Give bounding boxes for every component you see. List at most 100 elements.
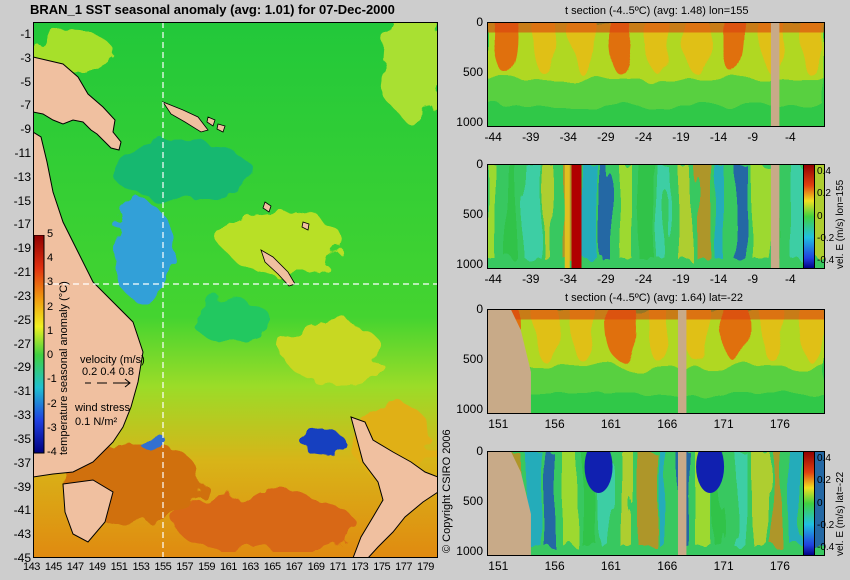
colorbar-label: temperature seasonal anomaly (°C) xyxy=(58,281,70,455)
australia-landmass xyxy=(33,56,122,151)
section-y-tick-label: 1000 xyxy=(456,402,483,416)
map-title: BRAN_1 SST seasonal anomaly (avg: 1.01) … xyxy=(30,2,395,17)
velocity-scale: 0.2 0.4 0.8 xyxy=(82,366,134,378)
map-y-tick-label: -29 xyxy=(13,360,31,375)
section-colorbar-tick-label: 0.4 xyxy=(817,166,831,177)
section-x-tick-label: -19 xyxy=(672,272,690,286)
colorbar-tick-label: -2 xyxy=(47,397,57,410)
map-y-tick-label: -39 xyxy=(13,479,31,494)
map-y-tick-label: -5 xyxy=(20,74,31,89)
section-x-tick-label: -4 xyxy=(784,272,796,286)
section-colorbar-tick-label: 0 xyxy=(817,497,823,509)
section-x-tick-label: 161 xyxy=(600,417,621,431)
colorbar-tick-label: 0 xyxy=(47,349,54,362)
section-x-tick-label: -4 xyxy=(784,130,796,144)
map-x-tick-label: 153 xyxy=(132,561,150,573)
section-y-tick-label: 1000 xyxy=(456,115,483,129)
map-x-tick-label: 171 xyxy=(329,561,347,573)
section-x-tick-label: 161 xyxy=(600,559,621,573)
map-x-tick-label: 145 xyxy=(44,561,62,573)
section-x-tick-label: -9 xyxy=(747,272,759,286)
section-y-tick-label: 0 xyxy=(476,302,483,316)
map-y-tick-label: -9 xyxy=(20,122,31,137)
map-y-tick-label: -19 xyxy=(13,241,31,256)
section-x-tick-label: 171 xyxy=(713,417,734,431)
section-colorbar-tick-label: -0.4 xyxy=(817,255,835,266)
map-y-tick-label: -41 xyxy=(13,503,31,518)
section-x-tick-label: 151 xyxy=(488,417,509,431)
map-y-tick-label: -3 xyxy=(20,50,31,65)
map-plot xyxy=(33,22,438,558)
map-y-tick-label: -33 xyxy=(13,408,31,423)
map-y-tick-label: -13 xyxy=(13,169,31,184)
section-y-tick-label: 500 xyxy=(462,207,483,221)
map-x-tick-label: 165 xyxy=(263,561,281,573)
pacific-islands xyxy=(161,101,209,133)
section-colorbar xyxy=(803,164,815,269)
section-x-tick-label: -29 xyxy=(597,130,615,144)
section-x-tick-label: 166 xyxy=(657,417,678,431)
map-x-tick-label: 149 xyxy=(88,561,106,573)
section-y-tick-label: 500 xyxy=(462,494,483,508)
map-y-tick-label: -43 xyxy=(13,527,31,542)
section-colorbar-tick-label: -0.2 xyxy=(817,519,835,531)
section-x-tick-label: 166 xyxy=(657,559,678,573)
section-x-tick-label: -44 xyxy=(484,272,502,286)
section-colorbar-tick-label: 0 xyxy=(817,210,823,222)
map-x-tick-label: 167 xyxy=(285,561,303,573)
map-y-tick-label: -21 xyxy=(13,265,31,280)
wind-stress-label: wind stress xyxy=(75,402,131,414)
warm-eddy xyxy=(283,322,383,382)
tasmania xyxy=(62,479,114,543)
section-x-tick-label: -34 xyxy=(559,272,577,286)
section-plot xyxy=(487,451,825,556)
map-x-tick-label: 155 xyxy=(154,561,172,573)
map-y-tick-label: -25 xyxy=(13,312,31,327)
section-x-tick-label: -14 xyxy=(709,272,728,286)
section-y-tick-label: 500 xyxy=(462,352,483,366)
section-x-tick-label: 156 xyxy=(544,559,565,573)
section-y-tick-label: 1000 xyxy=(456,257,483,271)
section-x-tick-label: 176 xyxy=(769,417,790,431)
map-x-tick-label: 159 xyxy=(198,561,215,573)
colorbar-tick-label: 4 xyxy=(47,252,54,265)
australia-landmass xyxy=(33,131,144,478)
section-x-tick-label: 151 xyxy=(488,559,509,573)
section-x-tick-label: -44 xyxy=(484,130,502,144)
section-x-tick-label: -39 xyxy=(522,272,540,286)
map-x-tick-label: 177 xyxy=(395,561,413,573)
map-y-tick-label: -1 xyxy=(20,26,31,41)
section-x-tick-label: -39 xyxy=(522,130,540,144)
colorbar-tick-label: 2 xyxy=(47,300,54,313)
pacific-islands xyxy=(206,116,310,231)
section-colorbar-tick-label: 0.2 xyxy=(817,475,831,487)
section-y-tick-label: 500 xyxy=(462,65,483,79)
section-plot xyxy=(487,309,825,414)
map-x-tick-label: 147 xyxy=(66,561,84,573)
section-title: t section (-4..5ºC) (avg: 1.48) lon=155 xyxy=(565,5,749,17)
cool-eddy xyxy=(301,430,345,454)
cool-eddy xyxy=(193,302,273,342)
map-y-tick-label: -15 xyxy=(13,193,31,208)
map-colorbar xyxy=(33,235,45,454)
map-x-tick-label: 161 xyxy=(220,561,237,573)
map-y-tick-label: -31 xyxy=(13,384,31,399)
map-y-tick-label: -7 xyxy=(20,98,31,113)
cool-eddy xyxy=(113,202,173,302)
map-y-tick-label: -23 xyxy=(13,288,31,303)
colorbar-tick-label: 5 xyxy=(47,228,54,240)
section-y-tick-label: 0 xyxy=(476,15,483,29)
section-x-tick-label: -14 xyxy=(709,130,728,144)
warm-eddy xyxy=(223,212,343,272)
map-x-tick-label: 169 xyxy=(307,561,325,573)
map-y-tick-label: -35 xyxy=(13,431,31,446)
section-plot xyxy=(487,164,825,269)
map-x-tick-label: 173 xyxy=(351,561,369,573)
map-y-tick-label: -27 xyxy=(13,336,31,351)
section-x-tick-label: -24 xyxy=(634,130,653,144)
section-x-tick-label: 171 xyxy=(713,559,734,573)
map-y-tick-label: -11 xyxy=(14,146,31,161)
section-x-tick-label: -34 xyxy=(559,130,577,144)
section-colorbar-tick-label: -0.2 xyxy=(817,232,835,244)
map-y-tick-label: -17 xyxy=(13,217,31,232)
